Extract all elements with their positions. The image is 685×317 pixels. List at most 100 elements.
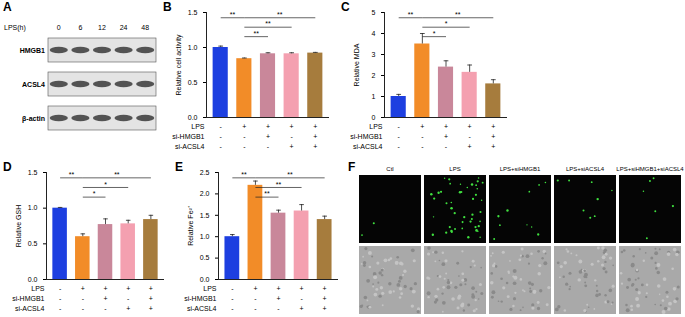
svg-text:+: + [491, 143, 495, 150]
svg-text:si-ACSL4: si-ACSL4 [15, 305, 45, 312]
svg-text:*: * [433, 30, 436, 37]
svg-text:12: 12 [98, 24, 106, 31]
svg-text:3: 3 [372, 51, 376, 58]
svg-text:-: - [421, 143, 424, 150]
svg-text:**: ** [230, 11, 236, 18]
svg-text:6: 6 [78, 24, 82, 31]
svg-text:-: - [220, 143, 223, 150]
svg-text:0.5: 0.5 [28, 240, 38, 247]
svg-text:ACSL4: ACSL4 [22, 81, 45, 88]
svg-text:LPS: LPS [31, 285, 45, 292]
svg-text:Relative Fe²⁺: Relative Fe²⁺ [187, 205, 194, 246]
svg-text:+: + [444, 133, 448, 140]
svg-text:-: - [290, 133, 293, 140]
svg-text:si-HMGB1: si-HMGB1 [184, 295, 216, 302]
svg-text:**: ** [277, 11, 283, 18]
svg-text:si-HMGB1: si-HMGB1 [350, 133, 382, 140]
svg-text:-: - [59, 295, 62, 302]
svg-text:LPS: LPS [449, 166, 460, 172]
svg-text:**: ** [69, 171, 75, 178]
svg-text:-: - [220, 123, 223, 130]
svg-text:4: 4 [372, 30, 376, 37]
svg-text:Ctl: Ctl [386, 166, 393, 172]
svg-text:+: + [266, 133, 270, 140]
svg-text:si-ACSL4: si-ACSL4 [187, 305, 217, 312]
svg-text:+: + [313, 123, 317, 130]
svg-text:+: + [313, 143, 317, 150]
svg-text:+: + [491, 133, 495, 140]
svg-text:-: - [243, 143, 246, 150]
svg-text:2: 2 [372, 72, 376, 79]
svg-text:24: 24 [120, 24, 128, 31]
svg-text:*: * [104, 181, 107, 188]
svg-text:+: + [276, 295, 280, 302]
svg-text:+: + [468, 123, 472, 130]
svg-text:1.0: 1.0 [200, 233, 210, 240]
svg-text:**: ** [241, 171, 247, 178]
svg-text:*: * [445, 20, 448, 27]
svg-text:-: - [220, 133, 223, 140]
svg-text:+: + [300, 305, 304, 312]
svg-text:1.0: 1.0 [28, 204, 38, 211]
svg-text:LPS+siHMGB1+siACSL4: LPS+siHMGB1+siACSL4 [616, 166, 684, 172]
svg-text:1.5: 1.5 [188, 9, 198, 16]
svg-text:0: 0 [57, 24, 61, 31]
svg-text:LPS: LPS [191, 123, 205, 130]
svg-text:+: + [444, 123, 448, 130]
svg-text:LPS+siHMGB1: LPS+siHMGB1 [500, 166, 541, 172]
svg-text:+: + [313, 133, 317, 140]
svg-text:-: - [421, 133, 424, 140]
svg-text:+: + [300, 285, 304, 292]
svg-text:+: + [103, 285, 107, 292]
svg-text:+: + [103, 295, 107, 302]
svg-text:0.5: 0.5 [200, 254, 210, 261]
svg-text:0: 0 [372, 114, 376, 121]
svg-text:**: ** [287, 171, 293, 178]
svg-text:**: ** [276, 181, 282, 188]
svg-text:+: + [491, 123, 495, 130]
svg-text:+: + [276, 285, 280, 292]
svg-text:+: + [242, 123, 246, 130]
svg-text:1.0: 1.0 [188, 44, 198, 51]
svg-text:-: - [82, 295, 85, 302]
svg-text:+: + [420, 123, 424, 130]
svg-text:**: ** [114, 171, 120, 178]
svg-text:si-HMGB1: si-HMGB1 [172, 133, 204, 140]
svg-text:0.0: 0.0 [28, 276, 38, 283]
svg-text:**: ** [253, 30, 259, 37]
svg-text:LPS+siACSL4: LPS+siACSL4 [566, 166, 605, 172]
svg-text:HMGB1: HMGB1 [20, 47, 45, 54]
svg-text:si-HMGB1: si-HMGB1 [12, 295, 44, 302]
svg-text:-: - [82, 305, 85, 312]
svg-text:LPS: LPS [203, 285, 217, 292]
svg-text:0.0: 0.0 [188, 114, 198, 121]
svg-text:2.0: 2.0 [200, 190, 210, 197]
svg-text:*: * [93, 190, 96, 197]
svg-text:1: 1 [372, 93, 376, 100]
svg-text:β-actin: β-actin [22, 115, 45, 123]
svg-text:-: - [267, 143, 270, 150]
svg-text:-: - [231, 295, 234, 302]
svg-text:+: + [290, 123, 294, 130]
svg-text:+: + [149, 295, 153, 302]
svg-text:-: - [243, 133, 246, 140]
svg-text:48: 48 [141, 24, 149, 31]
svg-text:-: - [231, 285, 234, 292]
svg-text:-: - [104, 305, 107, 312]
svg-text:+: + [323, 305, 327, 312]
svg-text:-: - [468, 133, 471, 140]
svg-text:Relative MDA: Relative MDA [353, 43, 360, 86]
svg-text:0.5: 0.5 [188, 79, 198, 86]
svg-text:+: + [323, 295, 327, 302]
svg-text:-: - [254, 305, 257, 312]
svg-text:+: + [81, 285, 85, 292]
svg-text:**: ** [264, 190, 270, 197]
svg-text:1.5: 1.5 [28, 169, 38, 176]
svg-text:-: - [127, 295, 130, 302]
svg-text:1.5: 1.5 [200, 212, 210, 219]
svg-text:+: + [126, 285, 130, 292]
svg-text:2.5: 2.5 [200, 169, 210, 176]
svg-text:LPS(h): LPS(h) [4, 24, 26, 32]
svg-text:-: - [398, 133, 401, 140]
svg-text:-: - [300, 295, 303, 302]
